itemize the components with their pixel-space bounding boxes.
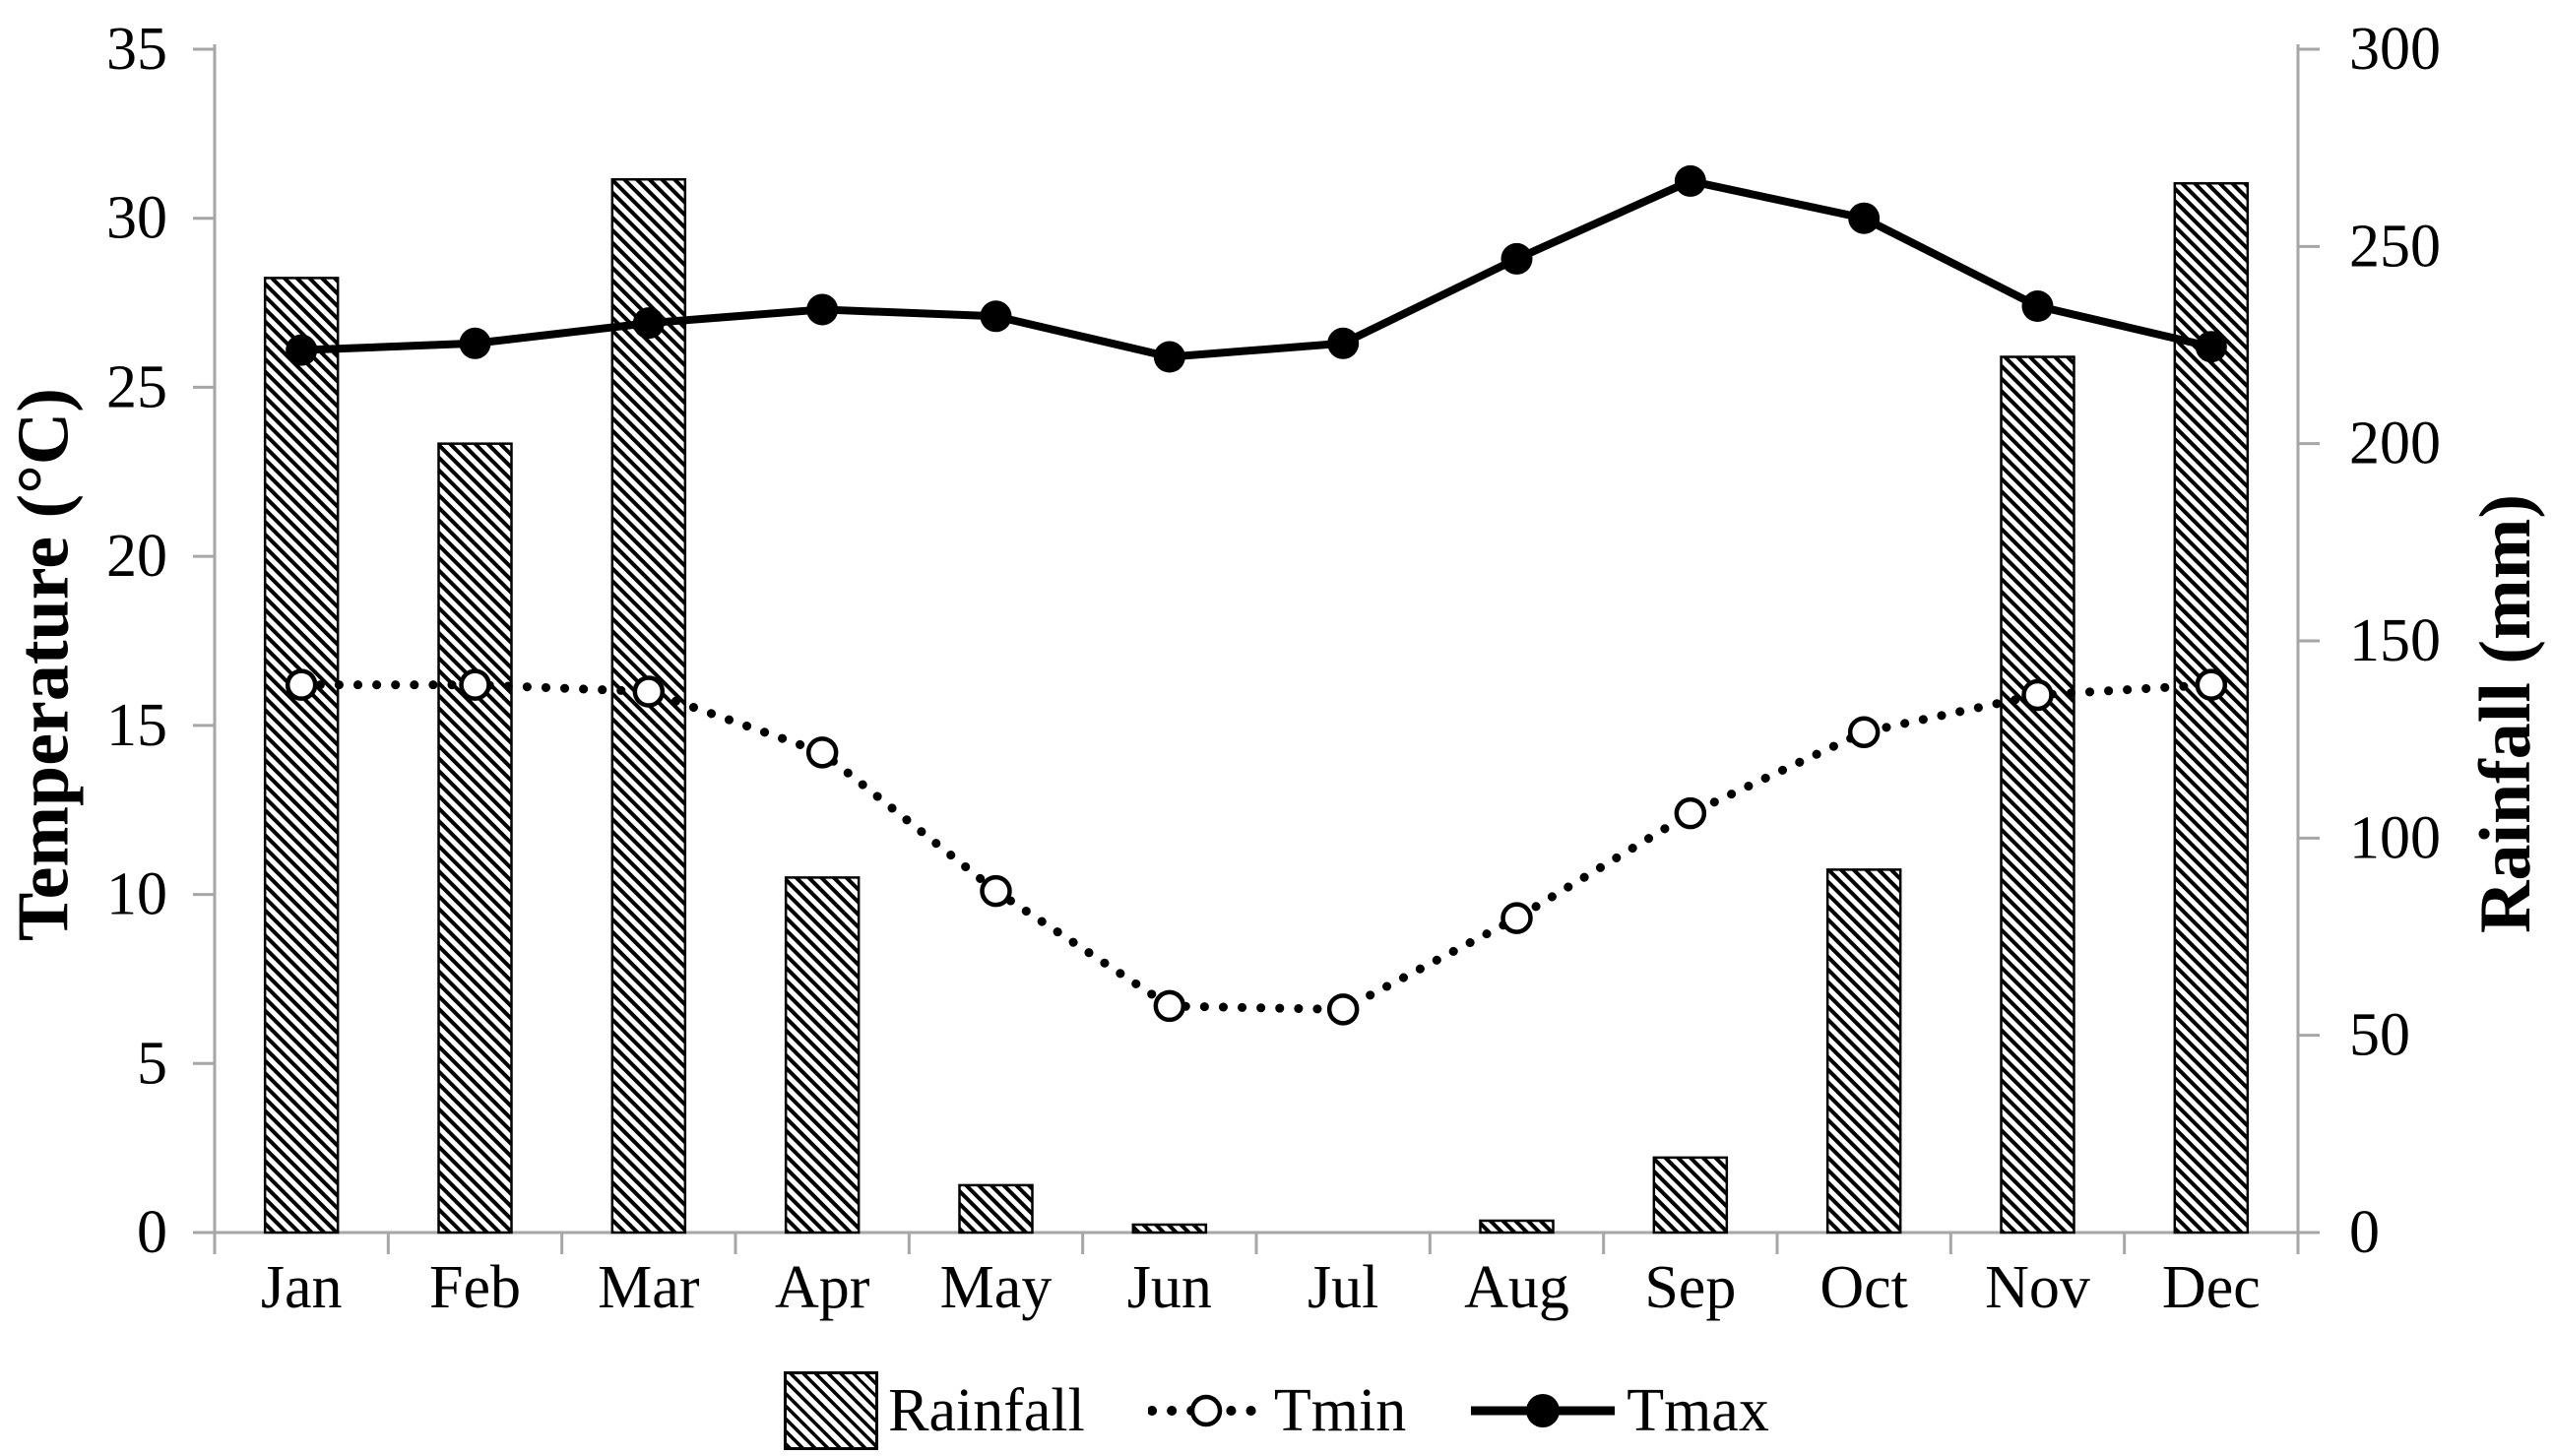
tmin-point-mar (632, 675, 666, 708)
x-axis-month-label: Sep (1644, 1254, 1736, 1321)
tmin-point-jul (1326, 993, 1360, 1026)
left-axis-tick-label: 35 (106, 16, 167, 83)
x-axis-month-label: May (940, 1254, 1053, 1321)
bar-rainfall-apr (784, 876, 861, 1234)
tmin-point-dec (2195, 668, 2228, 701)
legend-label-rainfall: Rainfall (888, 1376, 1085, 1444)
left-axis-tick-label: 30 (106, 185, 167, 252)
bar-rainfall-may (958, 1183, 1034, 1234)
bar-rainfall-jun (1131, 1223, 1208, 1234)
legend: Rainfall Tmin Tmax (0, 1363, 2553, 1456)
tmin-point-feb (459, 668, 491, 701)
right-axis-tick-label: 250 (2349, 213, 2441, 280)
bar-rainfall-feb (437, 442, 513, 1234)
tmin-point-aug (1500, 902, 1533, 934)
legend-item-tmax: Tmax (1469, 1380, 1769, 1441)
tmin-point-apr (805, 736, 839, 769)
right-axis-title: Rainfall (mm) (2465, 494, 2546, 933)
x-axis-month-label: Jan (261, 1254, 343, 1321)
tmin-point-sep (1674, 796, 1707, 830)
tmin-point-jun (1153, 989, 1186, 1023)
right-axis-tick-label: 0 (2349, 1199, 2380, 1266)
tmin-point-nov (2021, 678, 2054, 712)
legend-item-tmin: Tmin (1147, 1376, 1407, 1444)
right-axis-tick-label: 50 (2349, 1002, 2410, 1069)
tmax-point-oct (1848, 202, 1881, 234)
left-axis-title: Temperature (°C) (3, 388, 85, 941)
tmax-solid-filled-circle-icon (1471, 1393, 1616, 1427)
tmin-line (296, 680, 2216, 1014)
right-axis-tick-label: 150 (2349, 607, 2441, 674)
tmax-point-aug (1500, 242, 1533, 275)
tmax-point-sep (1674, 164, 1706, 197)
bar-rainfall-nov (2000, 355, 2075, 1234)
tmax-point-feb (459, 327, 491, 359)
left-axis-tick-label: 0 (137, 1199, 167, 1266)
x-axis-month-label: Mar (598, 1254, 700, 1321)
left-axis-tick-label: 15 (106, 692, 167, 759)
tmax-point-jan (286, 334, 318, 366)
x-axis-month-label: Aug (1464, 1254, 1569, 1321)
tmin-point-may (980, 874, 1012, 908)
right-axis-tick-label: 100 (2349, 804, 2441, 871)
x-axis-month-label: Feb (429, 1254, 521, 1321)
right-axis-tick-label: 300 (2349, 16, 2441, 83)
tmin-point-oct (1847, 716, 1881, 748)
bar-rainfall-aug (1479, 1219, 1555, 1234)
legend-label-tmin: Tmin (1273, 1376, 1407, 1444)
right-axis-tick-label: 200 (2349, 411, 2441, 477)
left-axis-tick-label: 10 (106, 861, 167, 928)
x-axis-month-label: Nov (1985, 1254, 2090, 1321)
left-axis-tick-label: 25 (106, 353, 167, 420)
x-axis-month-label: Dec (2162, 1254, 2261, 1321)
x-axis-month-label: Oct (1819, 1254, 1908, 1321)
tmax-point-jul (1327, 327, 1360, 359)
x-axis-month-label: Apr (775, 1254, 870, 1321)
bar-rainfall-oct (1825, 868, 1902, 1234)
tmax-line (301, 176, 2212, 361)
tmax-point-nov (2021, 290, 2054, 323)
tmax-point-may (980, 300, 1012, 333)
tmax-point-dec (2195, 331, 2227, 363)
legend-label-tmax: Tmax (1627, 1376, 1769, 1444)
tmin-point-jan (285, 668, 318, 701)
left-axis-tick-label: 5 (137, 1030, 167, 1097)
rainfall-hatched-swatch-icon (784, 1370, 879, 1450)
tmax-point-jun (1153, 341, 1185, 373)
x-axis-month-label: Jun (1127, 1254, 1212, 1321)
tmin-dotted-open-circle-icon (1147, 1394, 1264, 1426)
bar-rainfall-sep (1652, 1156, 1729, 1234)
tmax-point-apr (806, 293, 839, 326)
legend-item-rainfall: Rainfall (784, 1370, 1085, 1450)
bar-rainfall-jan (263, 277, 340, 1234)
left-axis-tick-label: 20 (106, 523, 167, 590)
x-axis-month-label: Jul (1308, 1254, 1378, 1321)
tmax-point-mar (632, 307, 665, 340)
